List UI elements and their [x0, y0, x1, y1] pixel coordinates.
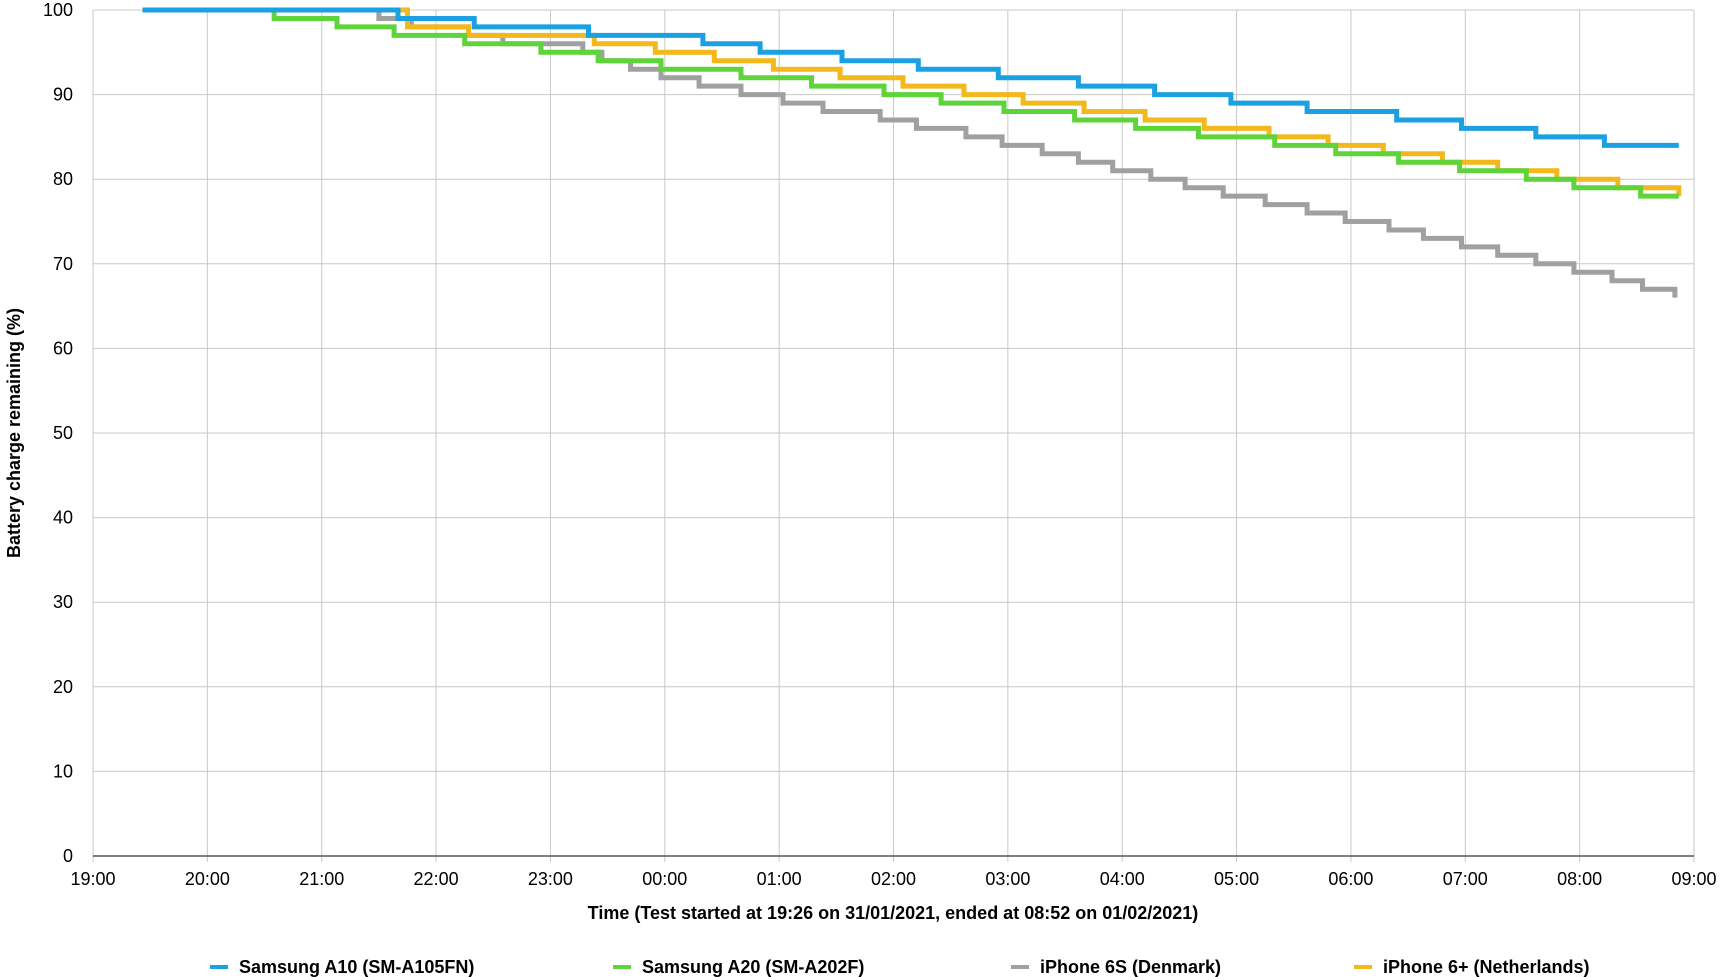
legend: Samsung A10 (SM-A105FN) Samsung A20 (SM-A…	[210, 957, 1590, 977]
y-tick-label: 100	[43, 0, 73, 20]
y-tick-labels: 0 10 20 30 40 50 60 70 80 90 100	[43, 0, 73, 866]
legend-item-0: Samsung A10 (SM-A105FN)	[210, 957, 474, 977]
y-tick-label: 30	[53, 592, 73, 612]
y-tick-label: 80	[53, 169, 73, 189]
series-line-2	[142, 7, 1678, 298]
x-tick-label: 02:00	[871, 869, 916, 889]
y-tick-label: 90	[53, 85, 73, 105]
y-axis-title: Battery charge remaining (%)	[4, 308, 24, 558]
x-tick-label: 21:00	[299, 869, 344, 889]
legend-label: Samsung A20 (SM-A202F)	[642, 957, 864, 977]
x-tick-label: 06:00	[1328, 869, 1373, 889]
series-line-1	[142, 7, 1679, 199]
x-tick-label: 08:00	[1557, 869, 1602, 889]
legend-item-2: iPhone 6S (Denmark)	[1011, 957, 1221, 977]
x-tick-labels: 19:00 20:00 21:00 22:00 23:00 00:00 01:00 02:00…	[70, 869, 1716, 889]
y-tick-label: 70	[53, 254, 73, 274]
legend-label: Samsung A10 (SM-A105FN)	[239, 957, 474, 977]
legend-item-1: Samsung A20 (SM-A202F)	[613, 957, 864, 977]
x-tick-label: 04:00	[1100, 869, 1145, 889]
x-tick-label: 09:00	[1671, 869, 1716, 889]
series-line-0	[142, 7, 1679, 148]
y-tick-label: 60	[53, 338, 73, 358]
x-tick-label: 05:00	[1214, 869, 1259, 889]
legend-label: iPhone 6+ (Netherlands)	[1383, 957, 1590, 977]
series-lines	[142, 7, 1682, 298]
y-tick-label: 10	[53, 761, 73, 781]
y-tick-label: 0	[63, 846, 73, 866]
legend-item-3: iPhone 6+ (Netherlands)	[1354, 957, 1590, 977]
x-tick-label: 00:00	[642, 869, 687, 889]
series-line-3	[142, 7, 1682, 197]
y-tick-label: 50	[53, 423, 73, 443]
x-tick-label: 23:00	[528, 869, 573, 889]
x-tick-label: 22:00	[414, 869, 459, 889]
x-tick-label: 01:00	[757, 869, 802, 889]
y-tick-label: 20	[53, 677, 73, 697]
x-tick-label: 03:00	[985, 869, 1030, 889]
grid-lines	[92, 9, 1695, 862]
x-tick-label: 19:00	[70, 869, 115, 889]
legend-label: iPhone 6S (Denmark)	[1040, 957, 1221, 977]
x-tick-label: 20:00	[185, 869, 230, 889]
x-axis-title: Time (Test started at 19:26 on 31/01/202…	[588, 903, 1199, 923]
x-tick-label: 07:00	[1443, 869, 1488, 889]
y-tick-label: 40	[53, 508, 73, 528]
